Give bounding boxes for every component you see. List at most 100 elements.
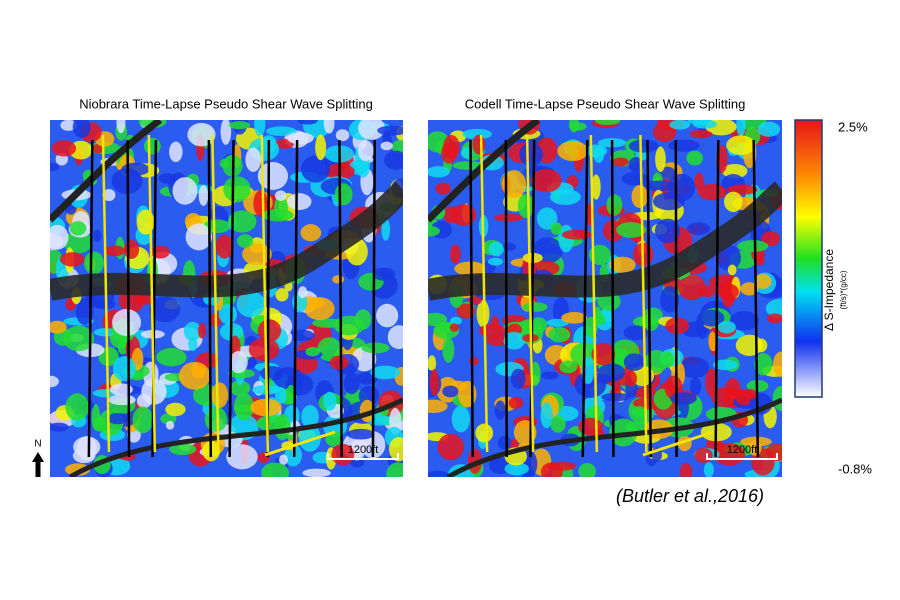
impedance-blob [261, 462, 290, 477]
impedance-blob [517, 193, 535, 219]
impedance-blob [628, 139, 659, 153]
impedance-blob [372, 267, 396, 281]
impedance-blob [668, 139, 700, 152]
citation: (Butler et al.,2016) [616, 486, 764, 506]
impedance-blob [773, 351, 782, 378]
well-path [646, 139, 653, 458]
impedance-blob [660, 351, 675, 368]
impedance-blob [503, 331, 525, 350]
impedance-blob [178, 361, 211, 390]
impedance-blob [429, 369, 439, 396]
impedance-blob [50, 320, 67, 334]
impedance-blob [655, 146, 666, 173]
impedance-blob [686, 150, 703, 166]
impedance-blob [744, 389, 757, 400]
impedance-blob [301, 155, 331, 183]
impedance-blob [116, 120, 126, 134]
impedance-blob [384, 150, 403, 170]
impedance-blob [716, 244, 742, 271]
well-path [469, 139, 474, 458]
impedance-blob [679, 463, 693, 477]
impedance-blob [107, 413, 128, 425]
impedance-blob [559, 360, 578, 374]
impedance-blob [346, 428, 375, 440]
impedance-blob [169, 443, 197, 456]
impedance-blob [428, 399, 448, 413]
impedance-blob [102, 189, 116, 202]
impedance-blob [298, 286, 308, 299]
well-path [674, 139, 678, 458]
impedance-blob [75, 298, 94, 325]
impedance-blob [476, 300, 490, 328]
impedance-blob [274, 414, 291, 441]
impedance-blob [229, 380, 251, 396]
impedance-blob [458, 380, 477, 408]
impedance-blob [297, 120, 318, 125]
colorbar-max: 2.5% [838, 119, 868, 134]
well-path [126, 139, 131, 458]
impedance-blob [72, 120, 91, 138]
impedance-blob [631, 185, 648, 209]
impedance-blob [300, 224, 322, 242]
impedance-blob [722, 291, 735, 308]
impedance-blob [557, 140, 589, 162]
impedance-blob [475, 423, 494, 443]
impedance-blob [660, 286, 680, 313]
colorbar-units: (ft/s)*(g/cc) [839, 270, 848, 309]
impedance-blob [169, 141, 183, 163]
impedance-blob [591, 343, 616, 366]
impedance-blob [740, 282, 759, 296]
well-path [752, 139, 760, 458]
well-path [101, 134, 111, 453]
impedance-blob [678, 274, 706, 301]
impedance-blob [435, 182, 451, 195]
impedance-blob [428, 166, 450, 178]
impedance-blob [266, 126, 297, 137]
fault-line [50, 120, 163, 223]
impedance-blob [257, 162, 289, 190]
impedance-blob [361, 342, 390, 354]
impedance-blob [713, 359, 738, 371]
impedance-blob [428, 225, 441, 237]
impedance-blob [598, 363, 626, 382]
impedance-blob [257, 319, 282, 342]
impedance-blob [112, 308, 142, 337]
impedance-blob [59, 252, 85, 267]
impedance-blob [304, 297, 335, 321]
impedance-blob [703, 462, 714, 477]
impedance-blob [60, 120, 77, 131]
impedance-blob [757, 121, 781, 137]
impedance-blob [358, 120, 385, 140]
impedance-blob [428, 355, 437, 372]
impedance-blob [669, 120, 691, 130]
impedance-blob [623, 325, 649, 341]
impedance-blob [548, 327, 571, 343]
impedance-blob [593, 145, 605, 164]
impedance-blob [286, 193, 312, 211]
impedance-blob [705, 368, 718, 397]
impedance-blob [285, 384, 296, 405]
impedance-blob [697, 183, 727, 201]
impedance-blob [83, 251, 104, 275]
impedance-blob [72, 448, 96, 464]
impedance-blob [507, 323, 523, 336]
impedance-blob [754, 338, 768, 353]
impedance-blob [220, 120, 232, 145]
impedance-blob [387, 325, 403, 350]
impedance-blob [204, 406, 228, 432]
fault-band [50, 181, 403, 301]
impedance-blob [450, 244, 461, 264]
impedance-blob [437, 433, 464, 461]
impedance-blob [729, 311, 760, 331]
impedance-blob [64, 463, 91, 476]
impedance-blob [547, 461, 576, 471]
impedance-blob [92, 143, 104, 154]
well-path [610, 139, 615, 458]
well-path [504, 139, 508, 458]
impedance-blob [234, 404, 253, 413]
fault-band [428, 181, 782, 301]
impedance-blob [223, 176, 251, 203]
impedance-blob [468, 356, 479, 366]
impedance-blob [185, 223, 213, 251]
